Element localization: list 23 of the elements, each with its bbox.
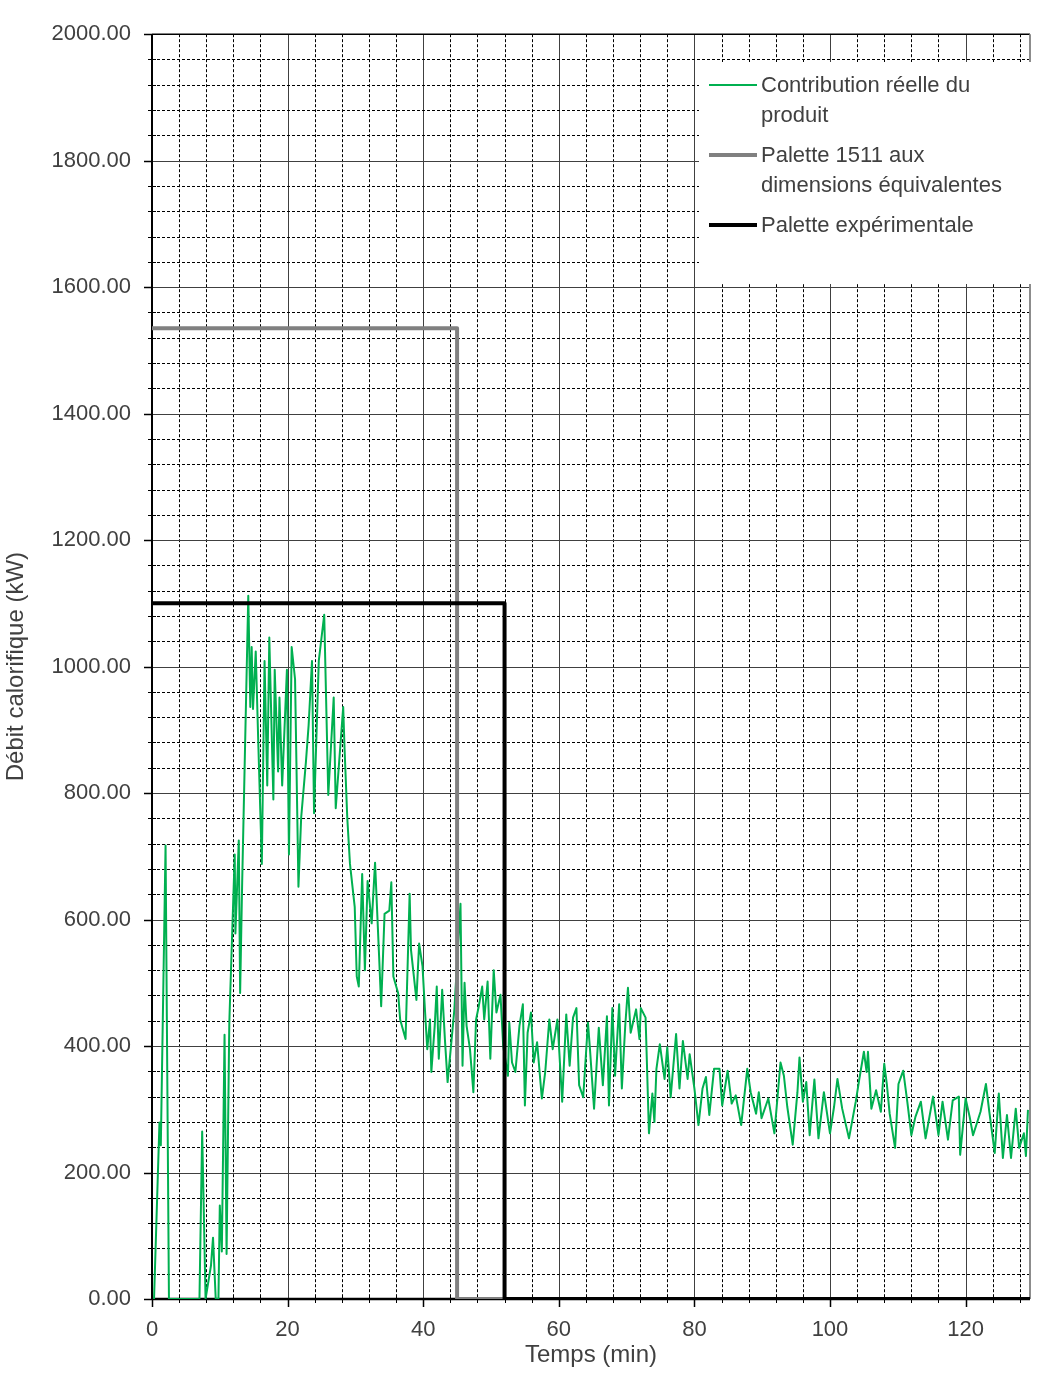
- y-tick-label: 800.00: [63, 779, 131, 805]
- y-tick-label: 1600.00: [51, 273, 131, 299]
- legend-label: Contribution réelle du produit: [761, 71, 972, 130]
- y-tick-label: 1400.00: [51, 399, 131, 425]
- y-tick-label: 600.00: [63, 905, 131, 931]
- y-tick-label: 1800.00: [51, 146, 131, 172]
- x-tick-label: 0: [145, 1316, 159, 1342]
- x-tick-label: 80: [682, 1316, 707, 1342]
- y-tick-label: 2000.00: [51, 20, 131, 46]
- x-axis-title: Temps (min): [524, 1340, 658, 1368]
- x-tick-label: 120: [947, 1316, 984, 1342]
- x-tick-label: 60: [546, 1316, 572, 1342]
- x-tick-label: 40: [410, 1316, 436, 1342]
- y-tick-label: 0.00: [88, 1285, 131, 1311]
- y-axis-title: Débit calorifique (kW): [1, 551, 29, 782]
- y-tick-label: 400.00: [63, 1032, 131, 1058]
- legend-label: Palette 1511 aux dimensions équivalentes: [761, 141, 1003, 200]
- y-tick-label: 1000.00: [51, 652, 131, 678]
- x-tick-label: 100: [811, 1316, 849, 1342]
- y-tick-label: 200.00: [63, 1158, 131, 1184]
- y-tick-label: 1200.00: [51, 526, 131, 552]
- legend-label: Palette expérimentale: [761, 211, 975, 240]
- x-tick-label: 20: [275, 1316, 300, 1342]
